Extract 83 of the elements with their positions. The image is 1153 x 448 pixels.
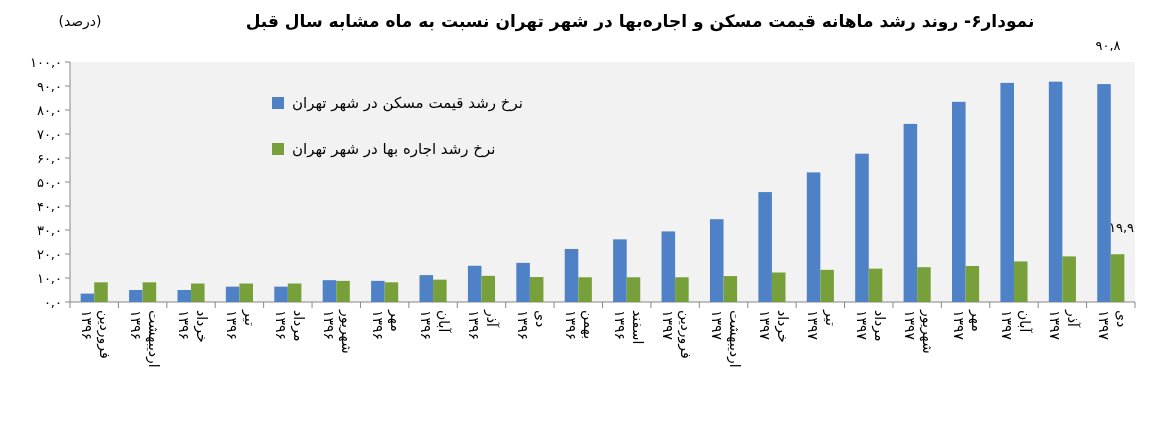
bar [239, 283, 253, 302]
bar [903, 123, 918, 302]
bar [806, 172, 821, 302]
x-tick-label: شهریور ۱۳۹۶ [321, 309, 356, 354]
x-tick-label: آبان ۱۳۹۶ [418, 310, 453, 341]
x-tick-label: بهمن ۱۳۹۶ [563, 310, 598, 341]
bar [481, 275, 496, 302]
bar [709, 219, 724, 302]
y-axis-title: (درصد) [58, 13, 102, 30]
bar [467, 265, 482, 302]
bar [661, 231, 676, 302]
y-tick-label: ۲۰,۰ [36, 247, 62, 262]
bar [564, 248, 579, 302]
bar [820, 269, 834, 302]
bar [177, 290, 192, 302]
bar [80, 293, 95, 302]
x-tick-label: آذر ۱۳۹۷ [1047, 309, 1082, 341]
bar [1013, 261, 1028, 302]
bar [322, 280, 337, 302]
y-tick-label: ۴۰,۰ [36, 199, 62, 214]
x-tick-label: مرداد ۱۳۹۶ [272, 310, 307, 342]
bar [419, 275, 434, 302]
y-tick-label: ۳۰,۰ [36, 223, 62, 238]
bar [1048, 81, 1063, 302]
bar [225, 286, 240, 302]
y-tick-label: ۵۰,۰ [36, 175, 62, 190]
bar [675, 277, 689, 302]
bar [952, 101, 966, 302]
bar [771, 272, 786, 302]
bar [129, 290, 143, 302]
x-tick-label: آذر ۱۳۹۶ [466, 309, 501, 341]
x-tick-label: آبان ۱۳۹۷ [998, 310, 1033, 341]
bar [1062, 256, 1076, 302]
x-tick-label: مرداد ۱۳۹۷ [853, 310, 888, 342]
legend-label: نرخ رشد اجاره بها در شهر تهران [292, 140, 496, 158]
bar [516, 262, 530, 302]
y-tick-label: ۱۰۰,۰ [29, 55, 62, 70]
y-tick-label: ۰,۰ [43, 295, 62, 310]
bar [578, 277, 592, 302]
bar [529, 277, 544, 302]
bar [336, 280, 350, 302]
bar [142, 282, 157, 302]
bar [433, 279, 447, 302]
bar [1000, 82, 1014, 302]
bar [723, 276, 738, 302]
bar [1110, 254, 1125, 302]
x-tick-label: اردیبهشت ۱۳۹۶ [127, 310, 162, 368]
x-tick-label: فروردین ۱۳۹۶ [79, 310, 114, 359]
legend-label: نرخ رشد قیمت مسکن در شهر تهران [292, 94, 523, 112]
x-tick-label: فروردین ۱۳۹۷ [660, 310, 695, 359]
x-tick-label: تیر ۱۳۹۷ [805, 309, 840, 341]
bar [384, 282, 399, 302]
bar [1097, 84, 1111, 302]
bar [626, 277, 641, 302]
x-tick-label: مهر ۱۳۹۶ [369, 309, 404, 341]
bar [274, 286, 288, 302]
x-tick-label: اردیبهشت ۱۳۹۷ [708, 310, 743, 368]
bar [917, 267, 931, 302]
data-label: ۹۰,۸ [1095, 38, 1121, 54]
y-tick-label: ۸۰,۰ [36, 103, 62, 118]
x-tick-label: دی ۱۳۹۷ [1095, 310, 1130, 341]
bar [287, 283, 302, 302]
bar [371, 280, 385, 302]
bar [855, 153, 869, 302]
bar [191, 283, 205, 302]
bar [965, 266, 980, 302]
bar [613, 239, 627, 302]
x-tick-label: مهر ۱۳۹۷ [950, 309, 985, 341]
y-tick-label: ۹۰,۰ [36, 79, 62, 94]
chart-title: نمودار۶- روند رشد ماهانه قیمت مسکن و اجاره‌بها در شهر تهران نسبت به ماه مشابه سال قبل [245, 11, 1035, 32]
x-tick-label: دی ۱۳۹۶ [514, 310, 549, 341]
x-tick-label: خرداد ۱۳۹۷ [756, 310, 791, 343]
data-label: ۱۹,۹ [1109, 220, 1135, 236]
x-tick-label: اسفند ۱۳۹۶ [611, 310, 646, 345]
x-tick-label: تیر ۱۳۹۶ [224, 309, 259, 341]
y-tick-label: ۶۰,۰ [36, 151, 62, 166]
y-tick-label: ۱۰,۰ [36, 271, 62, 286]
bar [94, 282, 108, 302]
y-tick-label: ۷۰,۰ [36, 127, 62, 142]
bar [868, 268, 883, 302]
x-tick-label: خرداد ۱۳۹۶ [176, 310, 211, 343]
bar [758, 192, 772, 302]
x-tick-label: شهریور ۱۳۹۷ [902, 309, 937, 354]
